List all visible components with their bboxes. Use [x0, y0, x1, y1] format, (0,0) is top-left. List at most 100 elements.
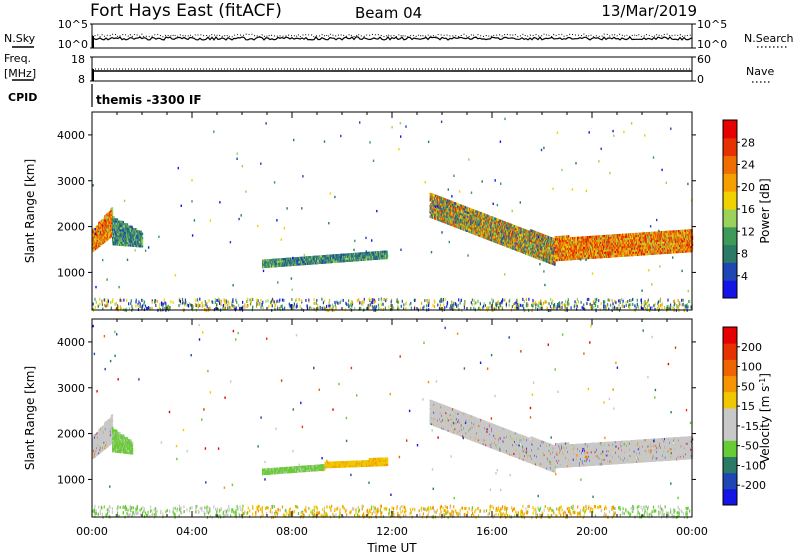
echo-cell	[137, 234, 140, 237]
echo-cell	[117, 239, 120, 242]
echo-cell	[120, 224, 122, 228]
echo-cell	[283, 264, 286, 267]
echo-cell	[370, 255, 372, 259]
echo-cell	[132, 236, 135, 239]
echo-cell	[296, 263, 298, 266]
echo-cell	[108, 232, 110, 235]
echo-cell	[92, 241, 94, 244]
freq-tick-bottom: 8	[78, 73, 85, 86]
cpid-label: CPID	[8, 91, 37, 104]
echo-cell	[343, 257, 345, 261]
echo-cell	[111, 211, 114, 214]
echo-cell	[109, 216, 112, 220]
echo-cell	[109, 210, 112, 213]
echo-cell	[106, 225, 109, 229]
echo-cell	[352, 259, 355, 262]
echo-cell	[105, 224, 107, 227]
echo-cell	[318, 259, 320, 262]
echo-cell	[323, 257, 325, 260]
echo-cell	[121, 225, 124, 228]
echo-cell	[127, 242, 129, 245]
echo-cell	[124, 241, 126, 245]
echo-cell	[141, 236, 144, 240]
echo-cell	[104, 233, 106, 237]
echo-cell	[126, 223, 129, 226]
echo-cell	[100, 220, 102, 223]
echo-cell	[349, 257, 352, 260]
echo-cell	[303, 256, 305, 259]
echo-cell	[114, 243, 117, 246]
echo-cell	[103, 221, 106, 225]
echo-cell	[132, 227, 135, 231]
freq-label: Freq.	[4, 52, 31, 65]
echo-cell	[101, 223, 103, 227]
echo-cell	[134, 240, 137, 243]
echo-cell	[104, 240, 106, 243]
echo-cell	[309, 260, 312, 263]
echo-cell	[320, 261, 323, 264]
echo-cell	[338, 254, 340, 257]
echo-cell	[361, 256, 364, 259]
echo-cell	[112, 226, 115, 229]
echo-cell	[347, 253, 350, 256]
echo-cell	[112, 222, 115, 225]
echo-cell	[358, 252, 360, 255]
echo-cell	[102, 221, 104, 224]
nave-tick-bottom: 0	[697, 73, 704, 86]
nave-tick-top: 60	[697, 53, 711, 66]
echo-cell	[372, 253, 374, 256]
echo-cell	[277, 260, 279, 263]
echo-cell	[349, 259, 352, 262]
echo-cell	[127, 239, 129, 243]
echo-cell	[119, 222, 122, 226]
echo-cell	[99, 243, 102, 247]
echo-cell	[334, 258, 337, 261]
echo-cell	[360, 256, 363, 259]
echo-cell	[140, 230, 142, 233]
echo-cell	[106, 213, 109, 216]
freq-traces	[92, 68, 692, 81]
echo-cell	[135, 228, 138, 231]
echo-cell	[99, 235, 101, 239]
echo-cell	[342, 259, 345, 263]
nsky-tick-top: 10^5	[58, 18, 88, 31]
station-title: Fort Hays East (fitACF)	[90, 1, 282, 21]
echo-cell	[106, 238, 109, 241]
echo-cell	[263, 261, 265, 264]
echo-cell	[99, 227, 102, 230]
echo-cell	[267, 259, 269, 262]
echo-cell	[115, 232, 117, 236]
echo-cell	[265, 259, 267, 262]
echo-cell	[284, 260, 287, 263]
echo-cell	[140, 232, 142, 235]
echo-cell	[377, 253, 380, 256]
echo-cell	[126, 244, 129, 247]
echo-cell	[105, 220, 107, 223]
cpid-text: themis -3300 IF	[96, 93, 202, 107]
echo-cell	[275, 258, 278, 261]
echo-cell	[128, 244, 130, 247]
echo-cell	[307, 256, 309, 259]
echo-cell	[282, 260, 284, 263]
nsky-tick-bottom: 10^0	[58, 38, 88, 51]
echo-cell	[363, 256, 365, 259]
echo-cell	[111, 207, 114, 210]
echo-cell	[96, 241, 99, 245]
echo-cell	[108, 222, 110, 225]
echo-cell	[141, 238, 144, 242]
echo-cell	[119, 243, 122, 246]
echo-cell	[265, 261, 268, 264]
echo-cell	[102, 218, 104, 222]
echo-cell	[112, 234, 114, 237]
echo-cell	[312, 262, 315, 265]
echo-cell	[100, 222, 102, 225]
echo-cell	[370, 251, 372, 254]
echo-cell	[324, 259, 327, 262]
echo-cell	[126, 233, 129, 237]
echo-cell	[362, 252, 364, 255]
echo-cell	[92, 234, 95, 237]
echo-cell	[114, 230, 117, 234]
echo-cell	[332, 256, 335, 259]
nsearch-trace	[91, 33, 693, 38]
